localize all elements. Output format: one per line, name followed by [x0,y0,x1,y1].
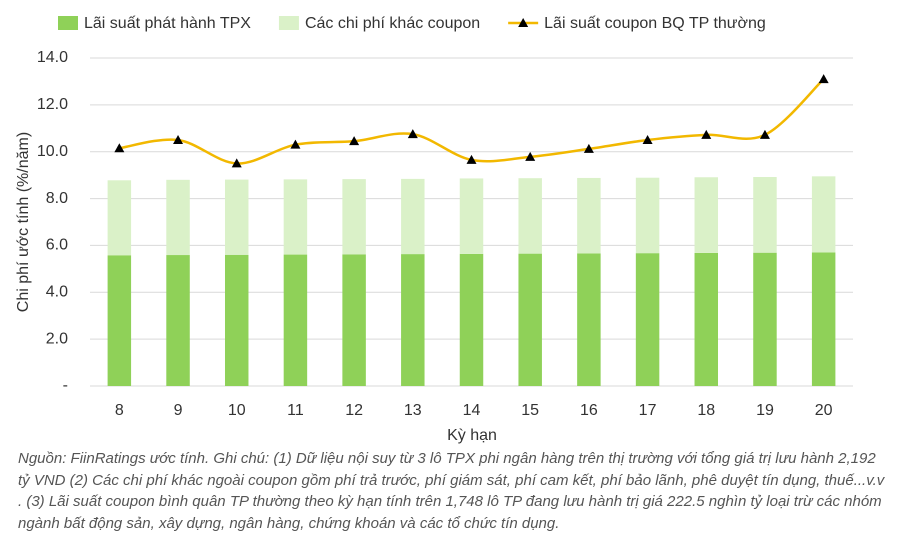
y-tick-label: 14.0 [37,49,68,66]
bar [518,178,542,254]
x-tick-label: 19 [756,402,774,419]
marker [231,158,242,168]
bar [401,254,425,386]
line [119,78,825,165]
marker [466,154,477,164]
bar [166,255,190,386]
marker [818,74,829,84]
x-tick-label: 20 [815,402,833,419]
x-tick-label: 11 [287,402,304,419]
bar [518,253,542,386]
x-tick-label: 15 [521,402,539,419]
bar [635,177,660,254]
y-tick-label: - [63,377,68,394]
chart: Chi phí ước tính (%/năm) Kỳ hạn - 2.0 4.0 6… [15,15,853,444]
marker [290,139,301,149]
x-tick-label: 8 [115,402,124,419]
marker [759,129,770,139]
legend-label: Lãi suất phát hành TPX [84,15,251,32]
x-tick-label: 12 [345,402,363,419]
bar [753,252,777,386]
bar [342,254,366,386]
x-tick-label: 10 [228,402,246,419]
y-tick-label: 10.0 [37,143,68,160]
bar [577,253,601,386]
marker [407,129,418,139]
legend-label: Lãi suất coupon BQ TP thường [544,15,766,32]
legend-label: Các chi phí khác coupon [305,15,480,32]
bar [107,180,132,256]
x-tick-label: 18 [697,402,715,419]
x-tick-label: 16 [580,402,598,419]
x-tick-label: 9 [174,402,183,419]
bar [577,177,601,254]
x-tick-label: 17 [639,402,657,419]
marker [583,143,594,153]
marker [701,129,712,139]
x-tick-label: 14 [463,402,481,419]
y-tick-label: 2.0 [46,330,68,347]
bar [694,252,719,386]
marker [525,151,536,161]
y-tick-label: 12.0 [37,96,68,113]
bar [342,179,366,255]
bar [166,179,190,256]
y-tick-label: 4.0 [46,284,68,301]
bar [401,178,425,255]
marker [349,136,360,146]
x-tick-label: 13 [404,402,422,419]
marker [642,135,653,144]
bar [635,253,660,386]
note: Nguồn: FiinRatings ước tính. Ghi chú: (1… [18,450,885,532]
bar [459,178,484,254]
legend-marker [518,18,529,27]
marker [173,135,184,144]
bar [224,179,249,255]
bar [811,252,836,386]
y-tick-label: 8.0 [46,190,68,207]
bar [811,176,836,253]
y-axis-title: Chi phí ước tính (%/năm) [15,132,32,312]
bar [459,253,484,386]
legend-swatch [58,16,78,30]
y-tick-label: 6.0 [46,237,68,254]
bar [753,177,777,253]
x-axis-title: Kỳ hạn [447,427,497,444]
bar [283,254,308,386]
marker [114,143,125,153]
legend-swatch [278,16,299,30]
bar [283,179,308,255]
bar [224,254,249,386]
bar [107,255,132,386]
bar [694,177,719,253]
